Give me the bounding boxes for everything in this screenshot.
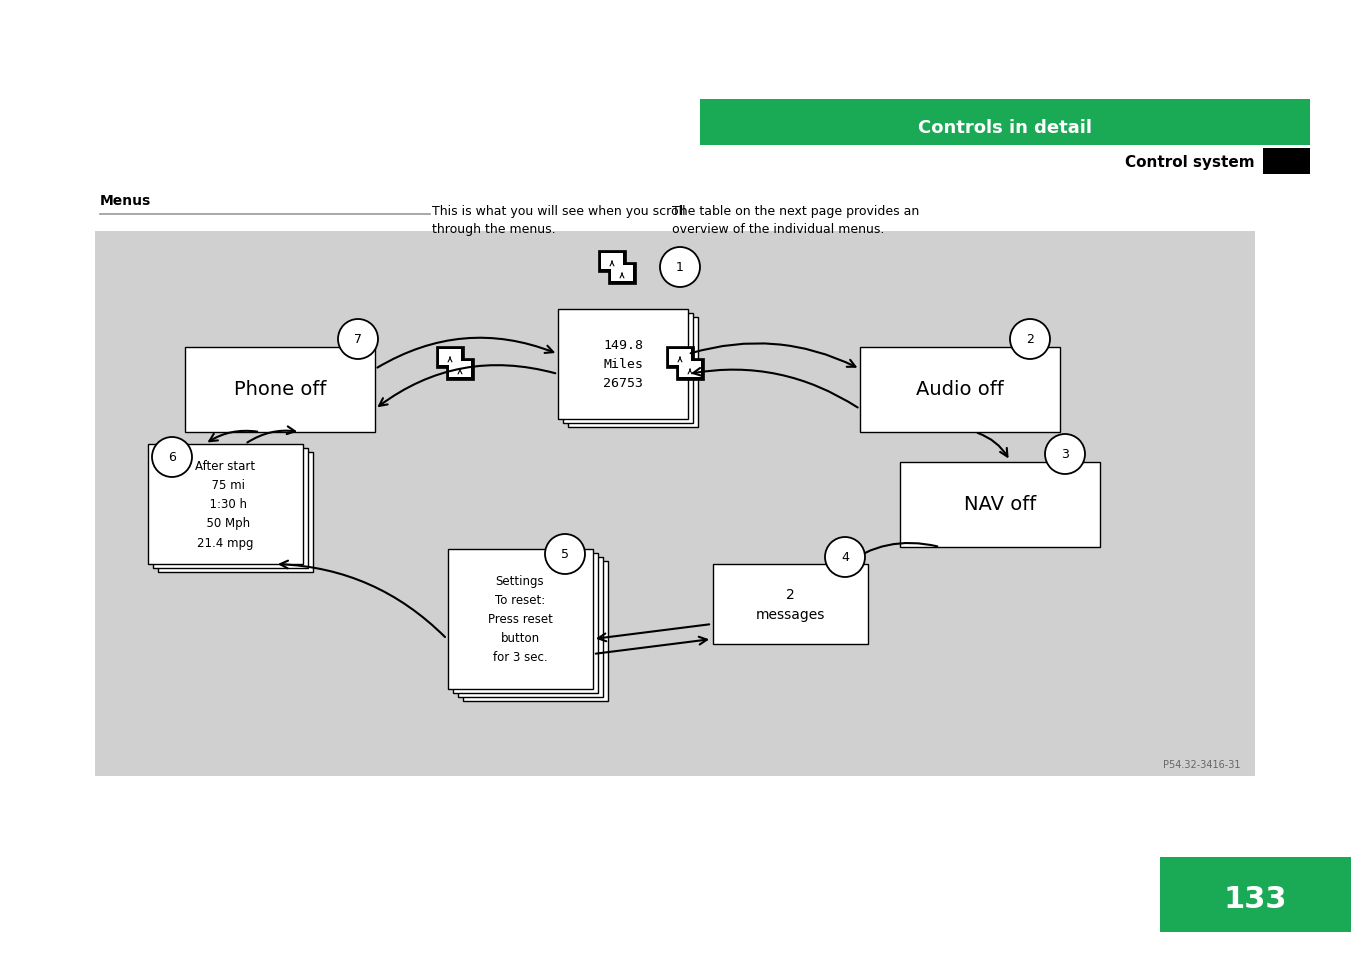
- FancyBboxPatch shape: [676, 358, 704, 380]
- FancyBboxPatch shape: [680, 361, 701, 377]
- FancyBboxPatch shape: [458, 558, 603, 698]
- Circle shape: [544, 535, 585, 575]
- FancyBboxPatch shape: [558, 310, 688, 419]
- FancyBboxPatch shape: [439, 350, 461, 366]
- Text: Settings
To reset:
Press reset
button
for 3 sec.: Settings To reset: Press reset button fo…: [488, 575, 553, 664]
- Text: 4: 4: [842, 551, 848, 564]
- Text: This is what you will see when you scroll
through the menus.: This is what you will see when you scrol…: [432, 205, 685, 235]
- FancyBboxPatch shape: [563, 314, 693, 423]
- Circle shape: [661, 248, 700, 288]
- FancyBboxPatch shape: [1161, 857, 1351, 932]
- Text: 1: 1: [676, 261, 684, 274]
- FancyBboxPatch shape: [861, 347, 1061, 432]
- FancyBboxPatch shape: [185, 347, 376, 432]
- Text: NAV off: NAV off: [963, 495, 1036, 514]
- Text: 149.8
Miles
26753: 149.8 Miles 26753: [603, 339, 643, 390]
- FancyBboxPatch shape: [147, 444, 303, 564]
- Circle shape: [825, 537, 865, 578]
- FancyBboxPatch shape: [900, 462, 1100, 547]
- Circle shape: [338, 319, 378, 359]
- Text: P54.32-3416-31: P54.32-3416-31: [1162, 760, 1240, 769]
- Circle shape: [1046, 435, 1085, 475]
- FancyBboxPatch shape: [666, 347, 694, 369]
- FancyBboxPatch shape: [611, 266, 634, 282]
- FancyBboxPatch shape: [153, 449, 308, 568]
- Text: Menus: Menus: [100, 193, 151, 208]
- Text: 3: 3: [1061, 448, 1069, 461]
- Text: 2
messages: 2 messages: [755, 587, 824, 621]
- Text: After start
  75 mi
  1:30 h
  50 Mph
21.4 mpg: After start 75 mi 1:30 h 50 Mph 21.4 mpg: [195, 460, 255, 549]
- FancyBboxPatch shape: [447, 550, 593, 689]
- Text: 133: 133: [1223, 884, 1286, 914]
- FancyBboxPatch shape: [446, 358, 474, 380]
- Text: Phone off: Phone off: [234, 380, 326, 399]
- FancyBboxPatch shape: [449, 361, 471, 377]
- Text: The table on the next page provides an
overview of the individual menus.: The table on the next page provides an o…: [671, 205, 919, 235]
- Text: Audio off: Audio off: [916, 380, 1004, 399]
- FancyBboxPatch shape: [453, 554, 597, 693]
- FancyBboxPatch shape: [700, 100, 1310, 146]
- Text: 7: 7: [354, 334, 362, 346]
- FancyBboxPatch shape: [95, 232, 1255, 776]
- Circle shape: [153, 437, 192, 477]
- FancyBboxPatch shape: [601, 253, 623, 270]
- FancyBboxPatch shape: [712, 564, 867, 644]
- FancyBboxPatch shape: [598, 251, 626, 273]
- FancyBboxPatch shape: [669, 350, 690, 366]
- Circle shape: [1011, 319, 1050, 359]
- Text: Controls in detail: Controls in detail: [917, 119, 1092, 137]
- FancyBboxPatch shape: [462, 561, 608, 701]
- FancyBboxPatch shape: [567, 317, 698, 428]
- FancyBboxPatch shape: [608, 263, 636, 285]
- Text: 6: 6: [168, 451, 176, 464]
- Text: 2: 2: [1025, 334, 1034, 346]
- Text: Control system: Control system: [1125, 154, 1255, 170]
- FancyBboxPatch shape: [158, 453, 312, 573]
- FancyBboxPatch shape: [436, 347, 463, 369]
- FancyBboxPatch shape: [1263, 149, 1310, 174]
- Text: 5: 5: [561, 548, 569, 561]
